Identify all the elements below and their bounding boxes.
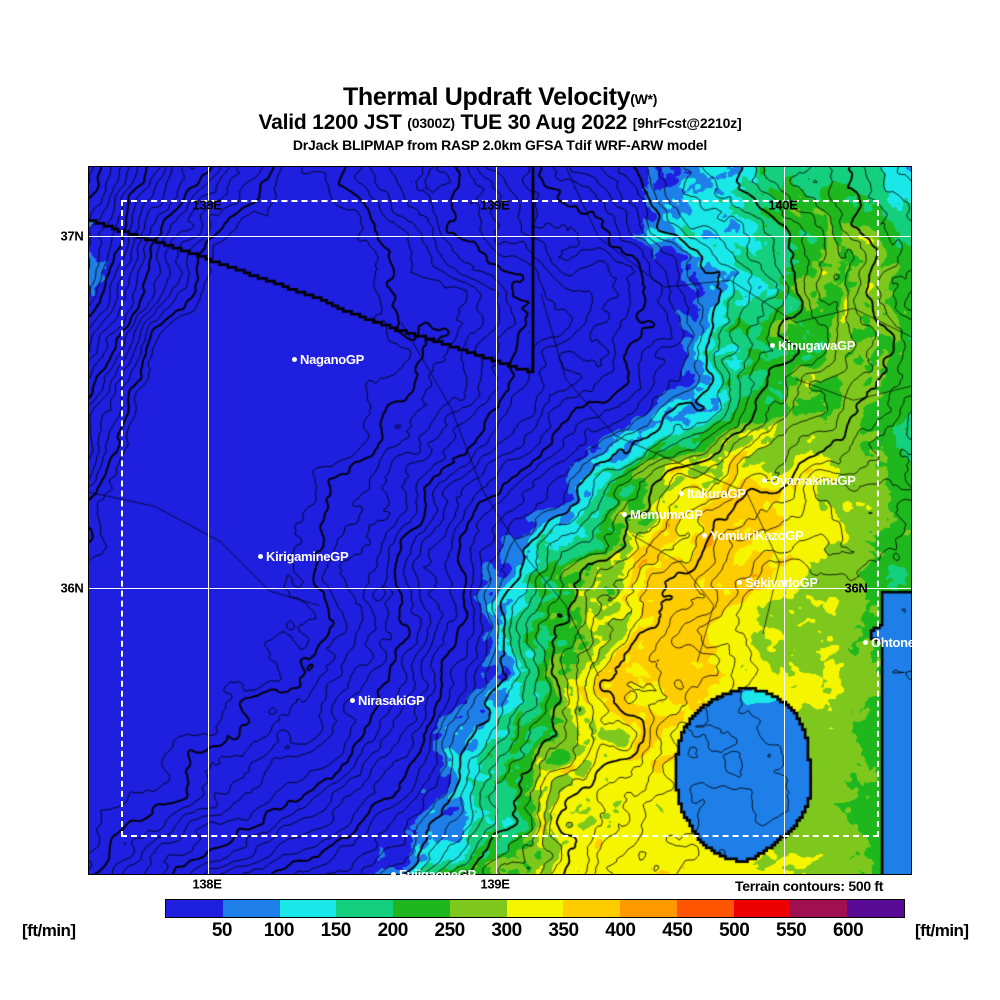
colorbar-band-12 bbox=[847, 900, 904, 917]
colorbar-band-2 bbox=[279, 900, 337, 917]
colorbar-tick-600: 600 bbox=[832, 920, 864, 941]
colorbar-band-5 bbox=[449, 900, 507, 917]
forecast-tag: [9hrFcst@2210z] bbox=[632, 115, 742, 132]
graticule-label-36N: 36N bbox=[60, 580, 84, 596]
station-label: KinugawaGP bbox=[778, 338, 856, 354]
station-label: OyamakinuGP bbox=[770, 473, 856, 489]
station-label: FujigaoneGP bbox=[399, 867, 476, 883]
title-block: Thermal Updraft Velocity(W*) Valid 1200 … bbox=[0, 84, 1000, 154]
parallel-line-37N bbox=[89, 236, 911, 237]
station-marker-kirigaminegp[interactable]: KirigamineGP bbox=[258, 548, 349, 566]
model-source-line: DrJack BLIPMAP from RASP 2.0km GFSA Tdif… bbox=[292, 137, 708, 154]
station-dot-icon bbox=[350, 698, 355, 704]
station-marker-sekiyadogp[interactable]: SekiyadoGP bbox=[737, 574, 818, 592]
terrain-contour-note: Terrain contours: 500 ft bbox=[735, 878, 884, 894]
colorbar-band-6 bbox=[506, 900, 564, 917]
station-label: SekiyadoGP bbox=[745, 575, 818, 591]
station-marker-oyamakinugp[interactable]: OyamakinuGP bbox=[762, 472, 856, 490]
colorbar-tick-250: 250 bbox=[434, 920, 466, 941]
station-marker-yomiurikazogp[interactable]: YomiuriKazoGP bbox=[702, 527, 804, 545]
colorbar-band-0 bbox=[166, 900, 223, 917]
valid-time-line: Valid 1200 JST (0300Z) TUE 30 Aug 2022 [… bbox=[0, 111, 1000, 135]
model-domain-box bbox=[121, 200, 879, 837]
station-dot-icon bbox=[762, 478, 767, 484]
station-marker-kinugawagp[interactable]: KinugawaGP bbox=[770, 337, 855, 355]
colorbar-band-4 bbox=[393, 900, 450, 917]
colorbar-band-9 bbox=[676, 900, 734, 917]
colorbar-tick-150: 150 bbox=[320, 920, 352, 941]
station-marker-memumagp[interactable]: MemumaGP bbox=[622, 506, 703, 524]
colorbar-tick-200: 200 bbox=[377, 920, 409, 941]
main-title-text: Thermal Updraft Velocity bbox=[342, 83, 631, 111]
station-label: KirigamineGP bbox=[266, 549, 349, 565]
thermal-updraft-raster bbox=[89, 167, 911, 874]
station-dot-icon bbox=[391, 872, 396, 878]
main-title-superscript: (W*) bbox=[630, 91, 658, 107]
meridian-line-138E bbox=[208, 167, 209, 874]
colorbar-band-7 bbox=[563, 900, 621, 917]
station-marker-fujigaonegp[interactable]: FujigaoneGP bbox=[391, 866, 476, 884]
valid-time-utc: (0300Z) bbox=[407, 115, 455, 132]
colorbar-band-3 bbox=[336, 900, 394, 917]
station-dot-icon bbox=[622, 512, 627, 518]
station-dot-icon bbox=[863, 640, 868, 646]
colorbar-tick-500: 500 bbox=[719, 920, 750, 941]
parallel-line-36N bbox=[89, 588, 911, 589]
colorbar-band-11 bbox=[790, 900, 848, 917]
station-marker-ohtonegp[interactable]: OhtoneGP bbox=[863, 634, 933, 652]
graticule-label-36N: 36N bbox=[844, 580, 868, 596]
station-dot-icon bbox=[737, 580, 742, 586]
unit-label-left: [ft/min] bbox=[22, 921, 76, 940]
valid-date: TUE 30 Aug 2022 bbox=[460, 111, 628, 135]
axis-label-138E: 138E bbox=[192, 876, 222, 892]
station-marker-nirasakigp[interactable]: NirasakiGP bbox=[350, 692, 425, 710]
colorbar-tick-400: 400 bbox=[605, 920, 636, 941]
forecast-map[interactable] bbox=[88, 166, 912, 875]
colorbar-legend: [ft/min] 50 100 150 200 250 300 350 400 450 500 55… bbox=[0, 899, 1000, 959]
valid-time-local: Valid 1200 JST bbox=[258, 111, 402, 135]
station-label: NirasakiGP bbox=[358, 693, 425, 709]
graticule-label-138E: 138E bbox=[192, 197, 222, 213]
station-label: YomiuriKazoGP bbox=[710, 528, 804, 544]
axis-label-139E: 139E bbox=[480, 876, 510, 892]
station-marker-naganogp[interactable]: NaganoGP bbox=[292, 351, 364, 369]
colorbar-tick-100: 100 bbox=[263, 920, 295, 941]
unit-label-right: [ft/min] bbox=[915, 921, 969, 940]
colorbar-tick-labels: 50 100 150 200 250 300 350 400 450 500 550 600 bbox=[165, 920, 905, 946]
colorbar-tick-300: 300 bbox=[491, 920, 522, 941]
station-dot-icon bbox=[292, 357, 297, 363]
graticule-label-140E: 140E bbox=[768, 197, 798, 213]
station-marker-itakuragp[interactable]: ItakuraGP bbox=[679, 485, 746, 503]
colorbar-band-1 bbox=[222, 900, 280, 917]
page-title: Thermal Updraft Velocity(W*) bbox=[0, 84, 1000, 110]
colorbar-tick-550: 550 bbox=[776, 920, 807, 941]
colorbar-band-10 bbox=[733, 900, 791, 917]
colorbar-tick-350: 350 bbox=[548, 920, 579, 941]
colorbar-gradient bbox=[165, 899, 905, 918]
colorbar-tick-50: 50 bbox=[211, 920, 233, 941]
station-dot-icon bbox=[770, 343, 775, 349]
station-dot-icon bbox=[258, 554, 263, 560]
station-dot-icon bbox=[702, 533, 707, 539]
meridian-line-140E bbox=[784, 167, 785, 874]
colorbar-band-8 bbox=[620, 900, 677, 917]
colorbar-tick-450: 450 bbox=[662, 920, 693, 941]
station-label: MemumaGP bbox=[630, 507, 703, 523]
station-label: ItakuraGP bbox=[687, 486, 746, 502]
graticule-label-139E: 139E bbox=[480, 197, 510, 213]
station-label: NaganoGP bbox=[300, 352, 365, 368]
station-dot-icon bbox=[679, 491, 684, 497]
station-label: OhtoneGP bbox=[871, 635, 933, 651]
graticule-label-37N: 37N bbox=[60, 228, 84, 244]
meridian-line-139E bbox=[496, 167, 497, 874]
